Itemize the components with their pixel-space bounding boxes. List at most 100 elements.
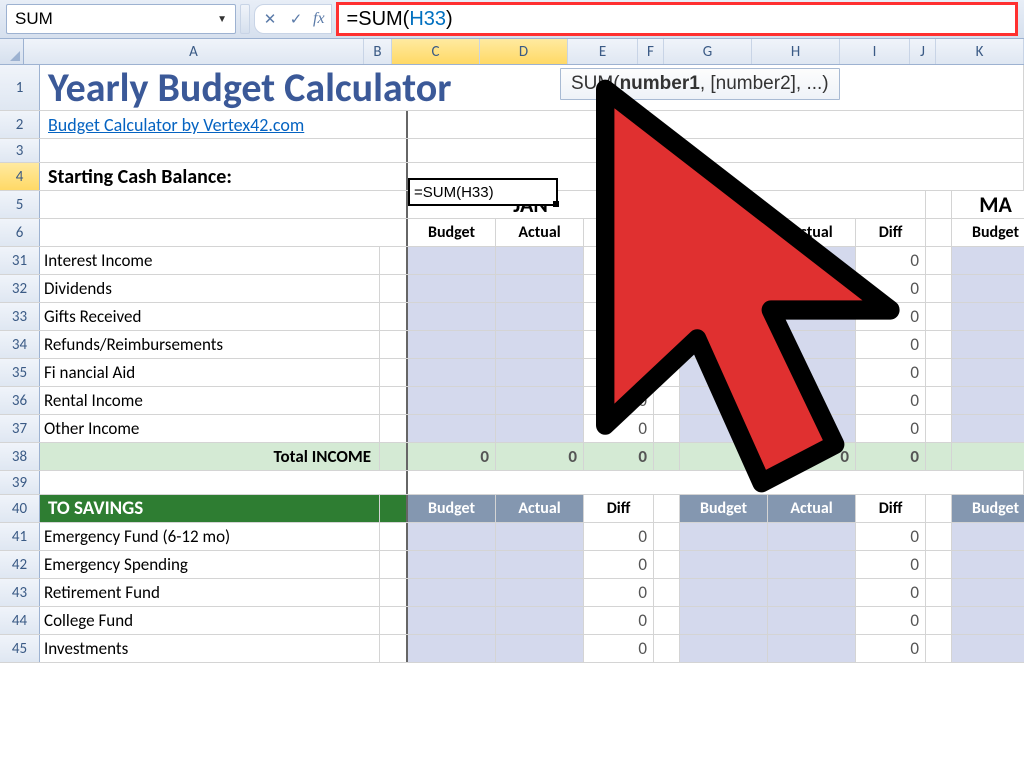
cell[interactable] [952,415,1024,442]
cell[interactable] [496,303,584,330]
total-income-label[interactable]: Total INCOME [40,443,380,470]
cell[interactable] [952,303,1024,330]
enter-icon[interactable]: ✓ [287,10,305,29]
cell[interactable] [408,415,496,442]
cell[interactable] [380,495,408,522]
cell[interactable]: 0 [584,415,654,442]
cell[interactable] [926,247,952,274]
cell[interactable] [408,275,496,302]
cell[interactable]: 0 [584,359,654,386]
cell[interactable] [496,331,584,358]
cell[interactable] [380,443,408,470]
cell[interactable] [40,219,408,246]
cell[interactable]: 0 [856,523,926,550]
cell[interactable] [408,247,496,274]
cell[interactable]: 0 [952,443,1024,470]
cell[interactable]: 0 [584,579,654,606]
cell[interactable] [926,443,952,470]
cell[interactable] [680,635,768,662]
cell[interactable]: 0 [856,443,926,470]
cell[interactable]: 0 [584,303,654,330]
cell[interactable]: 0 [584,443,654,470]
cell[interactable] [380,579,408,606]
income-row-label[interactable]: Other Income [40,415,380,442]
cell[interactable] [380,303,408,330]
row-header-2[interactable]: 2 [0,111,40,138]
cell[interactable] [654,219,680,246]
cell[interactable]: Budget [952,495,1024,522]
row-header-31[interactable]: 31 [0,247,40,274]
cell[interactable] [926,219,952,246]
cell[interactable] [496,247,584,274]
cell[interactable] [380,275,408,302]
cell[interactable] [926,635,952,662]
cell[interactable] [408,331,496,358]
savings-row-label[interactable]: Investments [40,635,380,662]
cell[interactable] [654,443,680,470]
cell[interactable] [926,495,952,522]
cell[interactable] [680,359,768,386]
column-header-e[interactable]: E [568,39,638,64]
cell[interactable] [952,523,1024,550]
cell[interactable] [680,247,768,274]
cell[interactable] [926,387,952,414]
cell[interactable]: 0 [584,635,654,662]
cell[interactable] [408,471,1024,494]
column-header-j[interactable]: J [910,39,936,64]
cell[interactable] [408,607,496,634]
cell[interactable]: 0 [856,359,926,386]
income-row-label[interactable]: Rental Income [40,387,380,414]
cell[interactable]: Diff [856,495,926,522]
cell[interactable] [680,551,768,578]
cell[interactable] [926,275,952,302]
cell[interactable] [40,191,408,218]
cell[interactable] [408,579,496,606]
select-all-corner[interactable] [0,39,24,64]
cell[interactable] [408,635,496,662]
cell[interactable] [768,607,856,634]
cell[interactable]: Diff [856,219,926,246]
row-header-37[interactable]: 37 [0,415,40,442]
cell[interactable] [654,387,680,414]
cell[interactable]: 0 [856,415,926,442]
cell[interactable] [408,163,1024,190]
income-row-label[interactable]: Dividends [40,275,380,302]
cell[interactable] [680,303,768,330]
cell[interactable] [926,303,952,330]
cell[interactable] [768,247,856,274]
cell[interactable]: 0 [408,443,496,470]
column-header-d[interactable]: D [480,39,568,64]
cell[interactable]: 0 [856,579,926,606]
cell[interactable]: 0 [856,635,926,662]
cell[interactable] [380,635,408,662]
savings-row-label[interactable]: Emergency Fund (6-12 mo) [40,523,380,550]
cell[interactable]: JAN [408,191,654,218]
cell[interactable] [408,111,1024,138]
cell[interactable] [40,471,408,494]
cell[interactable]: Actual [768,495,856,522]
cell[interactable] [380,551,408,578]
cell[interactable] [496,359,584,386]
cell[interactable]: 0 [584,551,654,578]
cell[interactable] [768,579,856,606]
cell[interactable] [952,387,1024,414]
cell[interactable] [496,415,584,442]
row-header-3[interactable]: 3 [0,139,40,162]
cell[interactable]: Budget [680,219,768,246]
cell[interactable] [380,523,408,550]
cell[interactable] [680,415,768,442]
cell[interactable]: Budget [408,219,496,246]
cell[interactable] [654,359,680,386]
fx-icon[interactable]: fx [313,10,325,28]
column-header-c[interactable]: C [392,39,480,64]
cell[interactable] [680,607,768,634]
cell[interactable] [952,247,1024,274]
cell[interactable] [680,523,768,550]
row-header-1[interactable]: 1 [0,65,40,110]
cell[interactable]: 0 [584,387,654,414]
cell[interactable] [926,607,952,634]
cell[interactable] [654,247,680,274]
row-header-6[interactable]: 6 [0,219,40,246]
cell[interactable] [408,523,496,550]
cell[interactable] [380,247,408,274]
